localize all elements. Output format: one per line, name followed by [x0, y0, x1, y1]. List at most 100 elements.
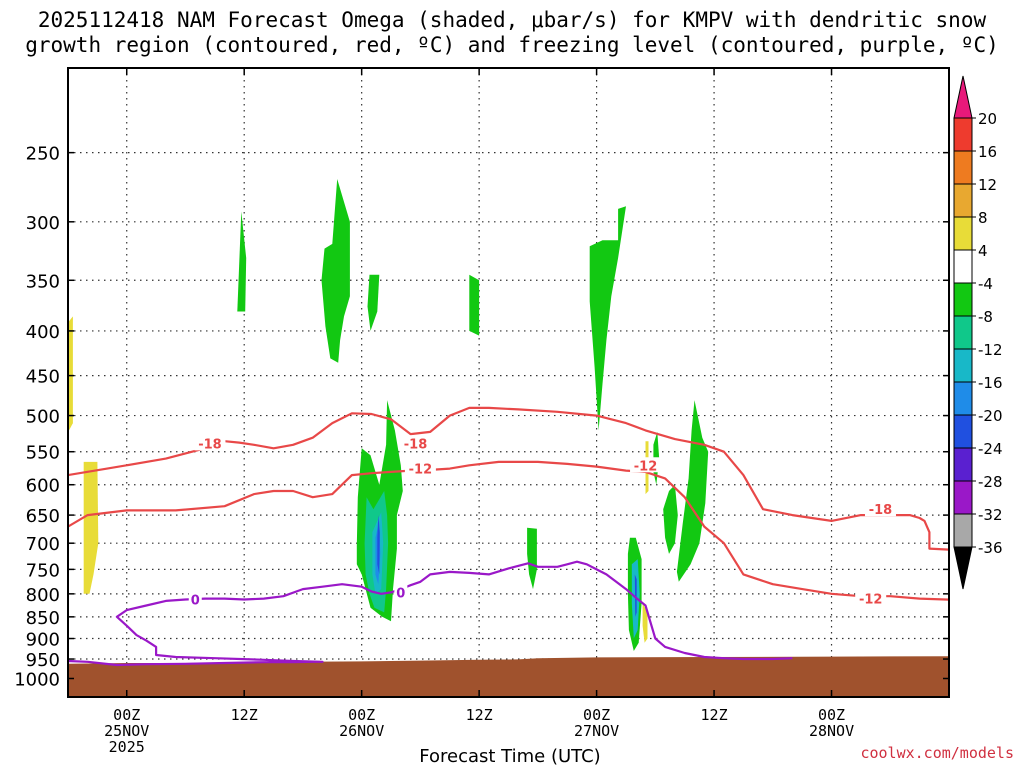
y-tick-label: 400	[26, 322, 60, 343]
contour-line	[68, 460, 949, 601]
omega-region	[589, 206, 626, 431]
omega-region	[634, 574, 637, 617]
x-tick-label: 28NOV	[809, 722, 854, 740]
x-axis-title: Forecast Time (UTC)	[419, 746, 601, 767]
y-tick-label: 900	[26, 630, 60, 651]
y-tick-label: 700	[26, 534, 60, 555]
colorbar-bin	[953, 183, 973, 218]
omega-region	[663, 484, 678, 554]
x-tick-label: 12Z	[466, 706, 493, 724]
contour-label-bg	[864, 501, 896, 517]
colorbar-bin	[953, 480, 973, 515]
contour-line	[68, 406, 949, 551]
contour-label: -12	[409, 463, 433, 478]
colorbar-tick-label: -24	[978, 440, 1003, 458]
contour-label: 0	[396, 586, 405, 601]
colorbar-bin	[953, 414, 973, 449]
colorbar-tick-label: -20	[978, 407, 1003, 425]
colorbar-tick-label: 4	[978, 242, 988, 260]
y-tick-label: 350	[26, 271, 60, 292]
y-tick-label: 600	[26, 476, 60, 497]
omega-region	[377, 515, 380, 575]
colorbar-bin	[953, 348, 973, 383]
colorbar-tick-label: -4	[978, 275, 993, 293]
colorbar-bin	[953, 150, 973, 185]
y-tick-label: 650	[26, 506, 60, 527]
y-tick-label: 750	[26, 560, 60, 581]
contour-label-bg	[630, 457, 662, 473]
y-tick-label: 850	[26, 608, 60, 629]
colorbar: 20 16 12 8 4 -4 -8 -12 -16 -20 -24 -28 -32 -36	[953, 75, 1003, 590]
x-tick-label: 00Z	[348, 706, 375, 724]
y-tick-label: 550	[26, 443, 60, 464]
colorbar-bin	[953, 447, 973, 482]
omega-region	[83, 461, 99, 594]
x-tick-label: 00Z	[818, 706, 845, 724]
y-tick-label: 500	[26, 407, 60, 428]
colorbar-tick-label: -28	[978, 473, 1003, 491]
omega-region	[367, 274, 380, 331]
y-tick-label: 1000	[14, 669, 60, 690]
omega-region	[69, 316, 73, 431]
contour-label: -12	[859, 593, 883, 608]
x-tick-label: 26NOV	[339, 722, 384, 740]
colorbar-bin	[953, 282, 973, 317]
y-tick-label: 950	[26, 650, 60, 671]
colorbar-bin	[953, 117, 973, 152]
contour-line	[68, 560, 793, 667]
contour-label-bg	[400, 435, 432, 451]
y-axis: 2503003504004505005506006507007508008509…	[14, 144, 949, 690]
contour-label: -18	[404, 437, 428, 452]
x-tick-label: 00Z	[113, 706, 140, 724]
omega-region	[237, 211, 247, 312]
omega-region	[469, 274, 480, 336]
colorbar-tick-label: 20	[978, 110, 997, 128]
y-tick-label: 250	[26, 144, 60, 165]
colorbar-bin	[953, 315, 973, 350]
y-tick-label: 300	[26, 213, 60, 234]
colorbar-bin	[953, 381, 973, 416]
omega-region	[676, 400, 709, 582]
terrain	[68, 656, 949, 697]
contour-label: -12	[634, 459, 658, 474]
contour-label: -18	[869, 503, 893, 518]
terrain-layer	[68, 656, 949, 697]
colorbar-tick-label: -32	[978, 506, 1003, 524]
contour-label-bg	[194, 435, 226, 451]
site-credit: coolwx.com/models	[860, 744, 1014, 762]
colorbar-tick-label: 8	[978, 209, 988, 227]
colorbar-under-triangle	[953, 546, 973, 590]
colorbar-tick-label: -36	[978, 539, 1003, 557]
contour-label-bg	[188, 591, 202, 607]
colorbar-bin	[953, 249, 973, 284]
contour-label-bg	[404, 460, 436, 476]
colorbar-tick-label: -16	[978, 374, 1003, 392]
x-tick-label: 25NOV	[104, 722, 149, 740]
contour-label-bg	[394, 584, 408, 600]
colorbar-tick-label: 16	[978, 143, 997, 161]
y-tick-label: 450	[26, 367, 60, 388]
omega-region	[642, 603, 648, 643]
colorbar-tick-label: 12	[978, 176, 997, 194]
contour-labels: -18 -18 -18 -12 -12 -12 0 0	[188, 435, 896, 608]
contour-label: 0	[191, 593, 200, 608]
colorbar-tick-label: -8	[978, 308, 993, 326]
colorbar-over-triangle	[953, 75, 973, 119]
x-tick-label: 00Z	[583, 706, 610, 724]
plot-frame	[67, 67, 950, 698]
y-tick-label: 800	[26, 585, 60, 606]
x-tick-label: 2025	[109, 738, 145, 756]
x-tick-label: 12Z	[701, 706, 728, 724]
chart-title-line-1: 2025112418 NAM Forecast Omega (shaded, μ…	[37, 8, 987, 32]
contour-label: -18	[198, 437, 222, 452]
chart-title-line-2: growth region (contoured, red, ºC) and f…	[25, 33, 999, 57]
x-tick-label: 12Z	[231, 706, 258, 724]
x-tick-label: 27NOV	[574, 722, 619, 740]
contour-label-bg	[855, 590, 887, 606]
colorbar-bin	[953, 513, 973, 548]
omega-region	[527, 527, 537, 590]
colorbar-tick-label: -12	[978, 341, 1003, 359]
colorbar-bin	[953, 216, 973, 251]
